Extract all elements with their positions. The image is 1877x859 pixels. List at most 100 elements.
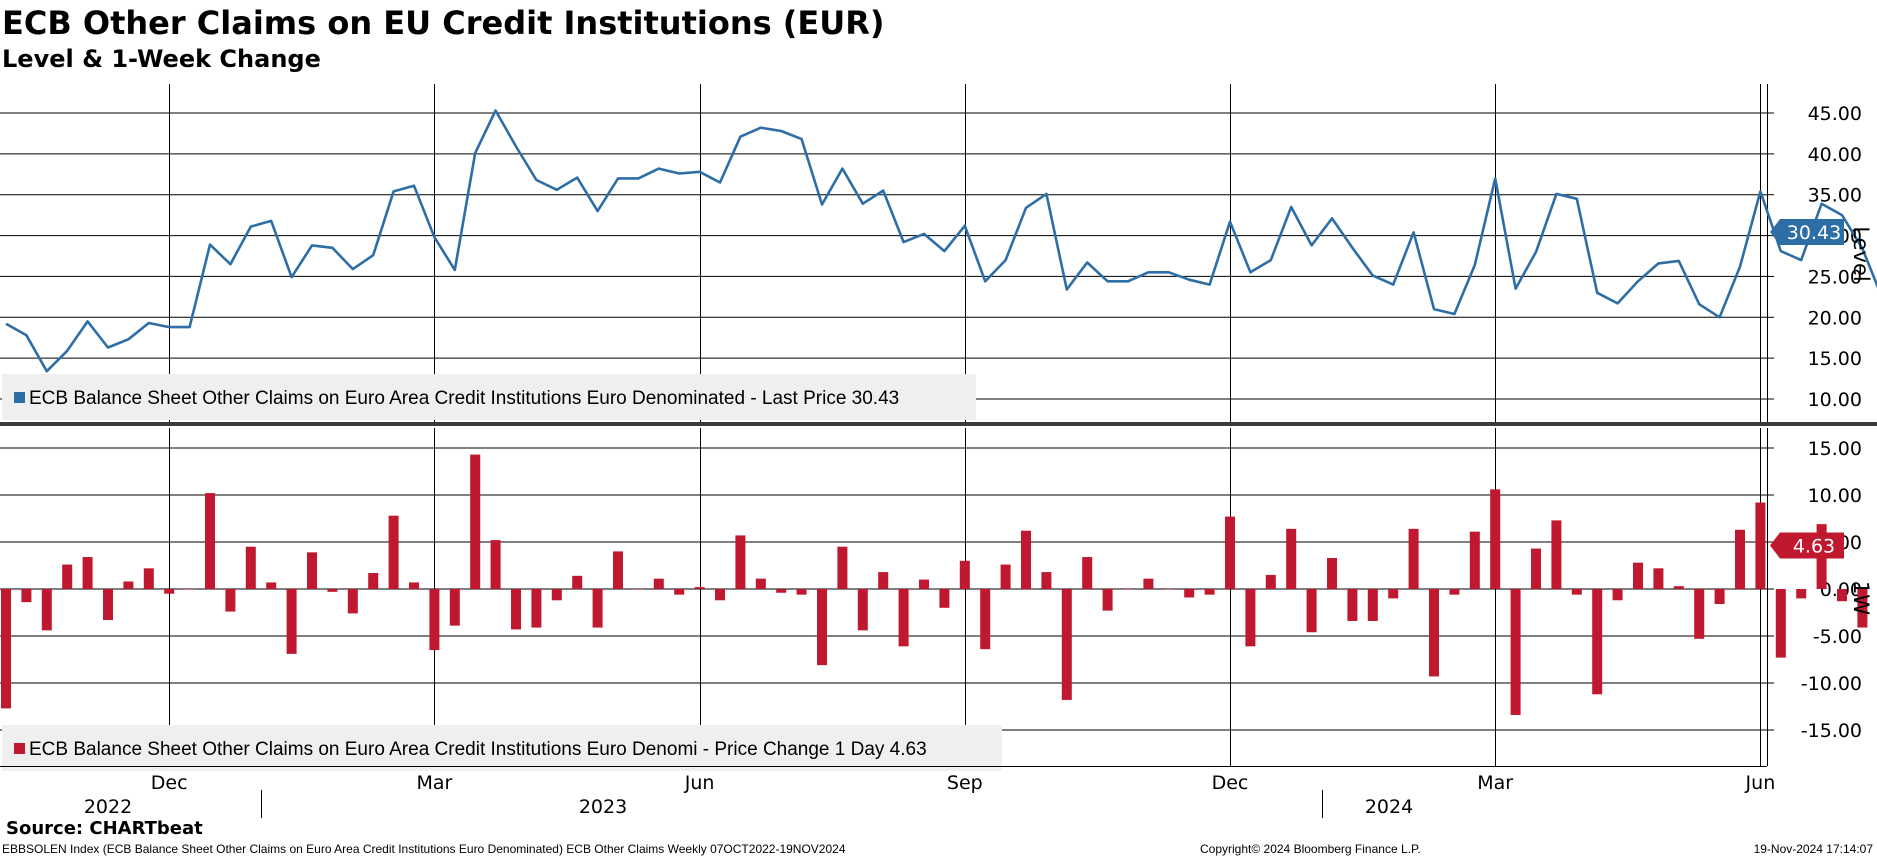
change-bar <box>1021 530 1031 589</box>
footer-index-description: EBBSOLEN Index (ECB Balance Sheet Other … <box>2 842 846 856</box>
change-bar <box>123 581 134 589</box>
footer-copyright: Copyright© 2024 Bloomberg Finance L.P. <box>1200 842 1421 856</box>
source-label: Source: CHARTbeat <box>6 818 203 839</box>
change-legend-swatch <box>14 743 25 754</box>
change-bar <box>429 589 440 651</box>
change-bar <box>878 572 889 589</box>
change-bar <box>796 589 807 595</box>
x-month-label: Mar <box>416 772 452 794</box>
change-y-tick-label: 10.00 <box>1808 485 1862 507</box>
x-month-label: Dec <box>1212 772 1249 794</box>
change-bar <box>266 582 277 589</box>
change-bar <box>1735 529 1745 589</box>
change-bar <box>1204 589 1215 595</box>
change-y-tick-label: -15.00 <box>1801 720 1862 742</box>
change-bar <box>674 589 685 595</box>
change-bar <box>1490 489 1501 589</box>
level-y-tick-label: 25.00 <box>1808 266 1862 288</box>
chart-title: ECB Other Claims on EU Credit Institutio… <box>2 4 885 42</box>
footer-timestamp: 19-Nov-2024 17:14:07 <box>1753 842 1873 856</box>
change-bar <box>1694 589 1705 639</box>
x-month-label: Sep <box>947 772 983 794</box>
change-bar <box>245 546 256 589</box>
change-bar <box>1837 589 1847 602</box>
change-bar <box>143 568 154 589</box>
change-bar <box>1286 528 1297 589</box>
x-month-label: Mar <box>1477 772 1513 794</box>
change-bar <box>1184 589 1195 598</box>
change-bar <box>1755 502 1766 589</box>
change-bar <box>898 589 909 647</box>
change-bar <box>959 560 970 589</box>
change-bar <box>409 582 419 589</box>
change-bar <box>1041 572 1052 589</box>
level-y-tick-label: 20.00 <box>1808 307 1862 329</box>
change-bar <box>1796 589 1807 599</box>
x-month-label: Dec <box>151 772 188 794</box>
change-bar <box>1306 589 1317 633</box>
change-y-tick-label: 15.00 <box>1808 438 1862 460</box>
chart-subtitle: Level & 1-Week Change <box>2 45 321 73</box>
change-bar <box>1265 574 1276 589</box>
change-bar <box>1714 589 1725 605</box>
level-last-value-label: 30.43 <box>1787 222 1841 244</box>
change-bar <box>1123 589 1133 590</box>
change-bar <box>470 454 481 589</box>
change-bar <box>1775 589 1786 658</box>
panel-separator <box>0 422 1877 426</box>
change-bar <box>1653 568 1664 589</box>
change-bar <box>572 575 583 589</box>
change-bar <box>388 515 399 589</box>
level-last-value-tag <box>1770 219 1844 246</box>
change-bar <box>164 589 175 594</box>
x-year-label: 2023 <box>579 796 627 818</box>
change-bar <box>857 589 868 631</box>
change-bar <box>1429 589 1439 677</box>
change-bar <box>980 589 991 650</box>
change-bar <box>490 540 501 589</box>
change-bar <box>613 551 623 589</box>
change-legend-text: ECB Balance Sheet Other Claims on Euro A… <box>29 739 927 760</box>
change-bar <box>551 589 562 601</box>
change-bar <box>1531 548 1541 589</box>
change-bar <box>41 589 52 631</box>
change-bar <box>919 579 929 589</box>
change-bar <box>1510 589 1521 715</box>
change-bar <box>1449 589 1460 595</box>
change-bar <box>1857 589 1868 628</box>
change-bar <box>1327 557 1337 589</box>
level-series-line <box>5 109 1877 373</box>
change-y-tick-label: -10.00 <box>1801 673 1862 695</box>
change-bar <box>715 589 725 601</box>
change-bar <box>62 564 73 589</box>
change-bar <box>1163 589 1174 590</box>
change-bar <box>939 589 950 608</box>
level-legend-text: ECB Balance Sheet Other Claims on Euro A… <box>29 388 899 409</box>
change-bar <box>1551 520 1562 589</box>
change-bar <box>755 578 766 589</box>
change-bar <box>694 587 705 589</box>
change-bar <box>1347 589 1358 621</box>
change-bar <box>776 589 787 593</box>
change-bar <box>1673 586 1684 589</box>
level-y-tick-label: 15.00 <box>1808 348 1862 370</box>
change-bar <box>82 557 93 589</box>
change-bar <box>1143 578 1154 589</box>
change-bar <box>633 589 644 590</box>
change-last-value-label: 4.63 <box>1793 535 1835 557</box>
level-y-tick-label: 35.00 <box>1808 185 1862 207</box>
change-bar <box>1245 589 1256 647</box>
change-bar <box>286 589 297 654</box>
change-legend-box <box>2 725 1002 771</box>
change-bar <box>1225 516 1235 589</box>
change-bar <box>817 589 827 666</box>
change-bar <box>1 589 11 709</box>
x-month-label: Jun <box>684 772 715 794</box>
change-bar <box>1592 589 1603 695</box>
change-bar <box>1612 589 1623 601</box>
change-bar <box>837 546 848 589</box>
change-bar <box>531 589 542 628</box>
change-bar <box>1102 589 1113 611</box>
change-bar <box>1082 557 1093 589</box>
